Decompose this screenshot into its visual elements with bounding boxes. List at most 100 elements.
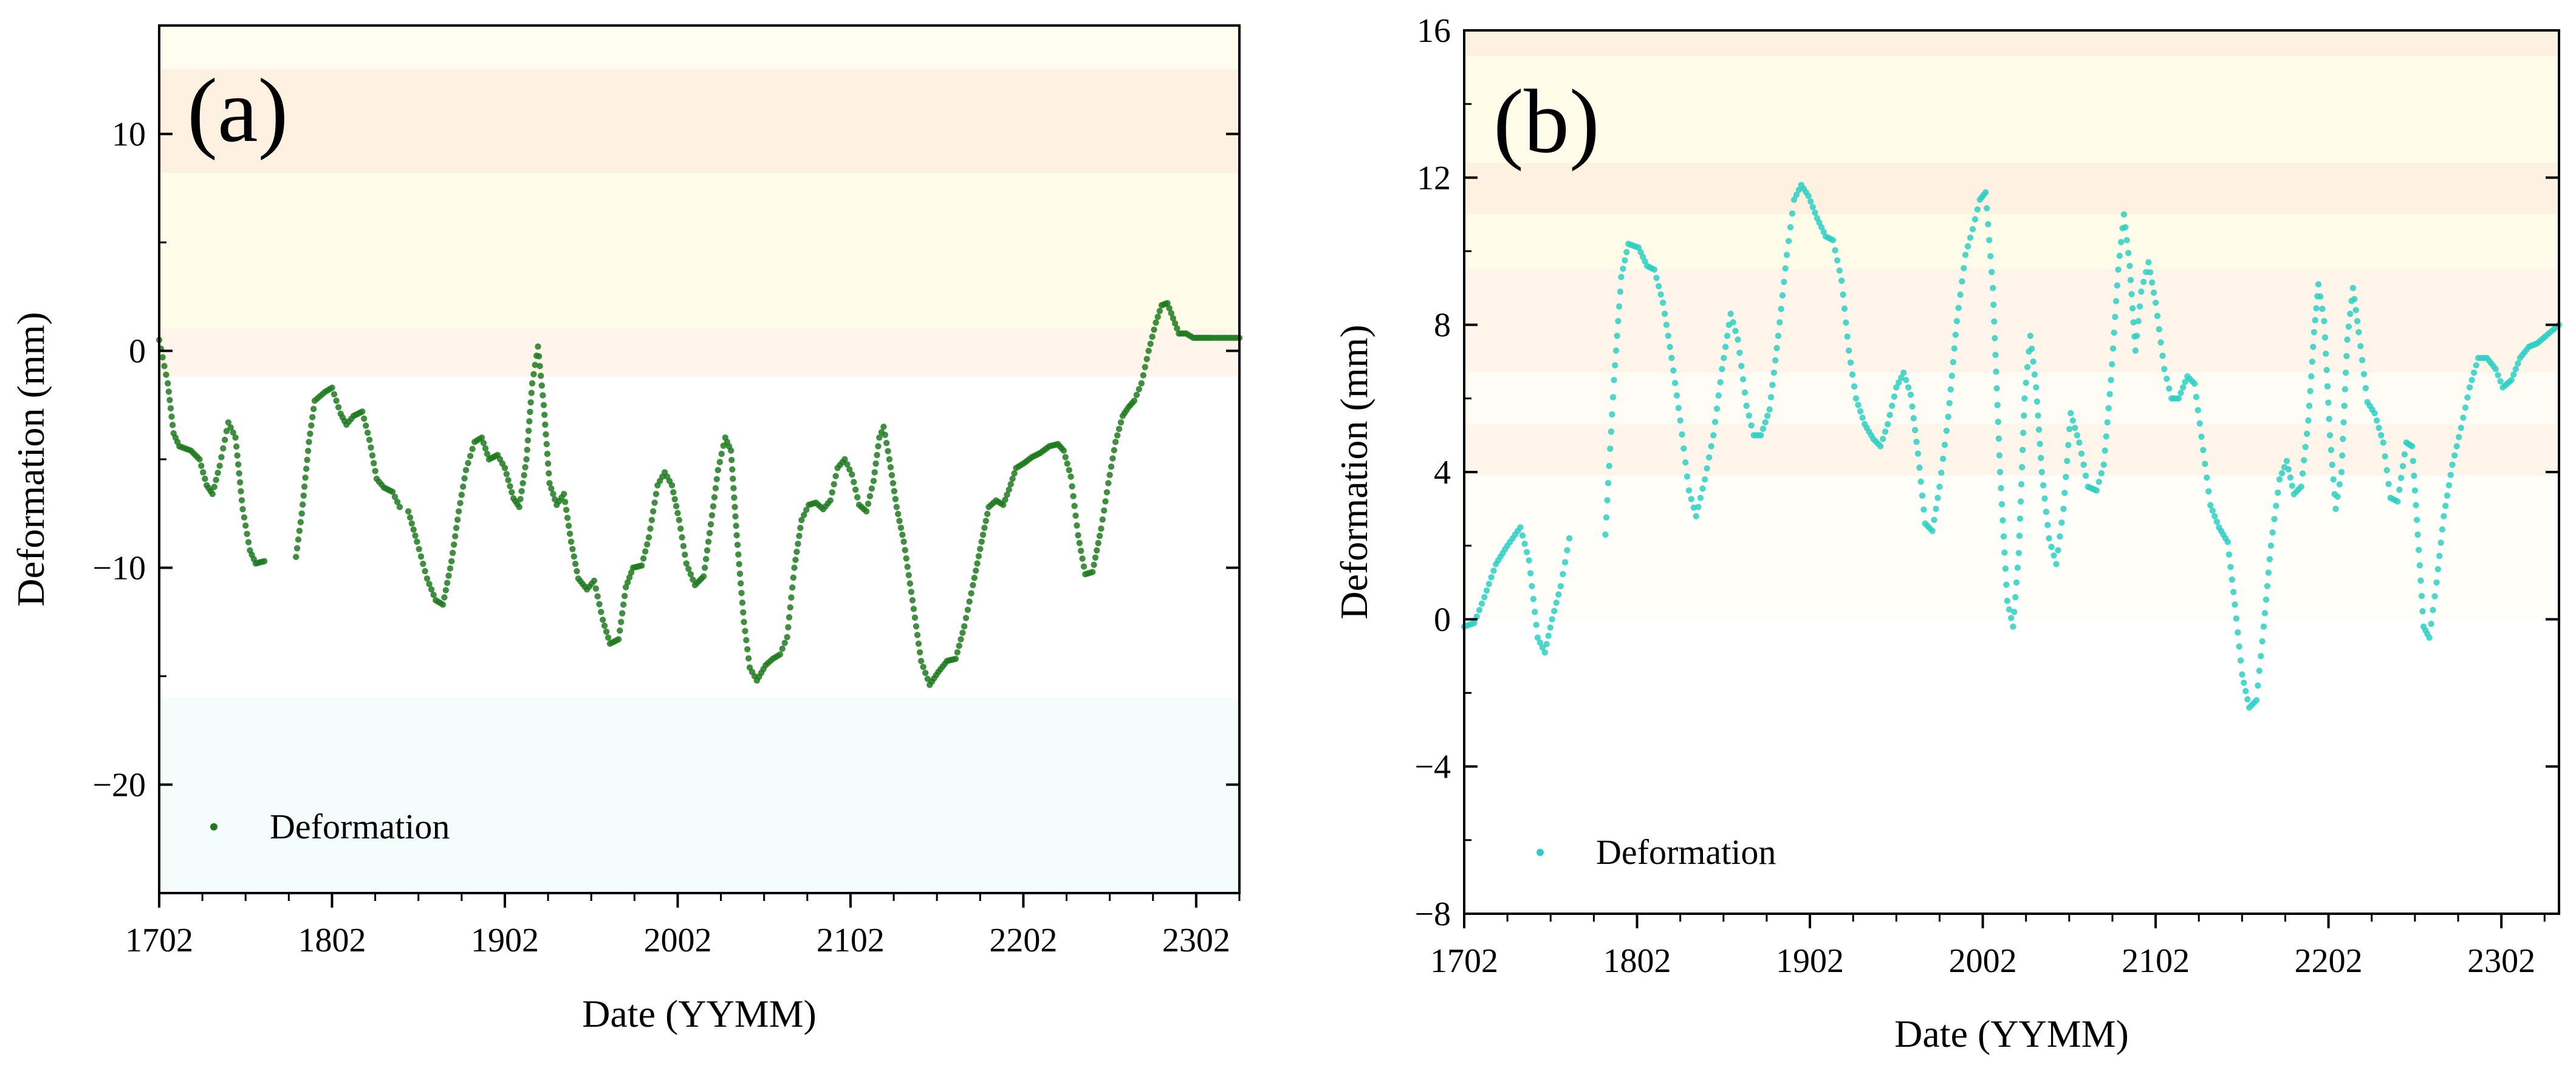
panel-a-data-point bbox=[952, 656, 959, 662]
panel-a-data-point bbox=[458, 491, 465, 498]
panel-a-data-point bbox=[460, 483, 467, 490]
panel-a-data-point bbox=[1080, 563, 1088, 570]
panel-b-data-point bbox=[2380, 439, 2386, 446]
panel-b-data-point bbox=[2328, 447, 2335, 453]
panel-b-data-point bbox=[1688, 496, 1694, 502]
panel-b-data-point bbox=[2019, 447, 2026, 453]
panel-b-data-point bbox=[1675, 405, 1682, 411]
panel-a-data-point bbox=[335, 404, 342, 411]
panel-a-data-point bbox=[572, 560, 579, 567]
panel-a-data-point bbox=[974, 560, 981, 567]
panel-a-data-point bbox=[300, 492, 307, 499]
panel-a-data-point bbox=[741, 618, 747, 625]
panel-a-data-point bbox=[702, 556, 710, 563]
panel-b-data-point bbox=[2351, 296, 2358, 303]
panel-a-data-point bbox=[687, 571, 694, 578]
panel-a-data-point bbox=[527, 408, 533, 416]
panel-b-band-5 bbox=[1464, 372, 2559, 425]
panel-a-data-point bbox=[908, 589, 915, 595]
panel-a-data-point bbox=[159, 354, 166, 361]
panel-a-data-point bbox=[1143, 355, 1150, 363]
panel-a-data-point bbox=[532, 361, 538, 368]
panel-b-data-point bbox=[1996, 452, 2003, 459]
panel-a-data-point bbox=[892, 496, 899, 502]
panel-a-data-point bbox=[728, 457, 735, 464]
panel-a-data-point bbox=[412, 532, 419, 539]
panel-b-data-point bbox=[1893, 384, 1900, 391]
panel-a-data-point bbox=[954, 649, 961, 656]
panel-b-data-point bbox=[2260, 623, 2267, 630]
panel-b-data-point bbox=[1984, 205, 1990, 211]
panel-a-data-point bbox=[561, 499, 569, 505]
panel-b-data-point bbox=[2200, 447, 2207, 453]
panel-a-data-point bbox=[200, 469, 207, 476]
panel-b-data-point bbox=[2138, 288, 2145, 295]
panel-a-data-point bbox=[241, 514, 248, 521]
panel-a-data-point bbox=[914, 632, 921, 639]
panel-b-data-point bbox=[2058, 519, 2065, 526]
panel-a-data-point bbox=[410, 526, 417, 533]
panel-b-data-point bbox=[2449, 461, 2456, 468]
panel-b-data-point bbox=[1773, 344, 1780, 352]
panel-b-data-point bbox=[1549, 616, 1555, 623]
panel-a-data-point bbox=[331, 391, 338, 398]
panel-a-data-point bbox=[451, 541, 457, 548]
panel-a-x-tick-label: 2302 bbox=[1162, 922, 1230, 959]
panel-b-x-tick-label: 1802 bbox=[1603, 942, 1671, 980]
panel-b-data-point bbox=[1622, 257, 1628, 264]
panel-a-data-point bbox=[303, 465, 310, 472]
panel-b-data-point bbox=[2228, 576, 2235, 583]
panel-b-data-point bbox=[2111, 329, 2117, 336]
panel-b-data-point bbox=[1993, 385, 2000, 392]
panel-b-band-4 bbox=[1464, 269, 2559, 373]
panel-a-data-point bbox=[1091, 561, 1097, 568]
panel-a-data-point bbox=[708, 512, 716, 519]
panel-a-data-point bbox=[1147, 340, 1154, 348]
panel-b-data-point bbox=[1759, 425, 1767, 432]
panel-b-data-point bbox=[1782, 265, 1789, 272]
panel-b-data-point bbox=[1770, 369, 1777, 376]
panel-b-data-point bbox=[2106, 391, 2113, 397]
panel-b-band-1 bbox=[1464, 56, 2559, 163]
panel-b-data-point bbox=[2050, 552, 2057, 559]
panel-a-data-point bbox=[300, 501, 306, 508]
panel-b-data-point bbox=[1948, 372, 1955, 379]
panel-b-data-point bbox=[2338, 468, 2345, 476]
panel-a-data-point bbox=[480, 440, 487, 447]
panel-b-data-point bbox=[1488, 574, 1495, 581]
panel-b-data-point bbox=[2349, 284, 2357, 292]
panel-a-data-point bbox=[546, 470, 552, 477]
panel-a-data-point bbox=[915, 640, 922, 647]
panel-b-data-point bbox=[2464, 394, 2471, 401]
panel-b-data-point bbox=[2382, 453, 2388, 460]
panel-b-data-point bbox=[2515, 360, 2521, 367]
panel-b-data-point bbox=[1697, 495, 1704, 501]
panel-b-data-point bbox=[2013, 579, 2020, 586]
panel-a-x-tick-label: 1902 bbox=[471, 922, 539, 959]
panel-a-data-point bbox=[728, 447, 735, 454]
panel-b-data-point bbox=[2473, 362, 2479, 369]
panel-b-y-tick-label: −4 bbox=[1414, 748, 1451, 786]
panel-b-data-point bbox=[2512, 366, 2519, 372]
panel-a-data-point bbox=[889, 480, 897, 487]
panel-b-data-point bbox=[1611, 377, 1617, 383]
panel-b-data-point bbox=[2241, 679, 2247, 687]
panel-a-data-point bbox=[365, 430, 371, 436]
panel-a-data-point bbox=[793, 549, 800, 555]
panel-b-data-point bbox=[2319, 306, 2326, 312]
panel-b-data-point bbox=[1961, 265, 1967, 272]
panel-a-data-point bbox=[525, 427, 532, 434]
panel-a-data-point bbox=[389, 488, 396, 495]
panel-a-data-point bbox=[888, 472, 896, 479]
panel-b-data-point bbox=[1845, 347, 1852, 354]
panel-b-data-point bbox=[2456, 434, 2462, 440]
panel-b-data-point bbox=[2163, 375, 2170, 382]
panel-a-data-point bbox=[461, 475, 468, 482]
panel-a-data-point bbox=[442, 587, 449, 594]
panel-a-data-point bbox=[592, 585, 599, 592]
panel-b-data-point bbox=[1793, 191, 1800, 198]
panel-b-data-point bbox=[2095, 479, 2102, 485]
panel-b-data-point bbox=[1604, 497, 1611, 504]
panel-b-data-point bbox=[2437, 539, 2444, 546]
panel-b-data-point bbox=[1527, 570, 1534, 577]
